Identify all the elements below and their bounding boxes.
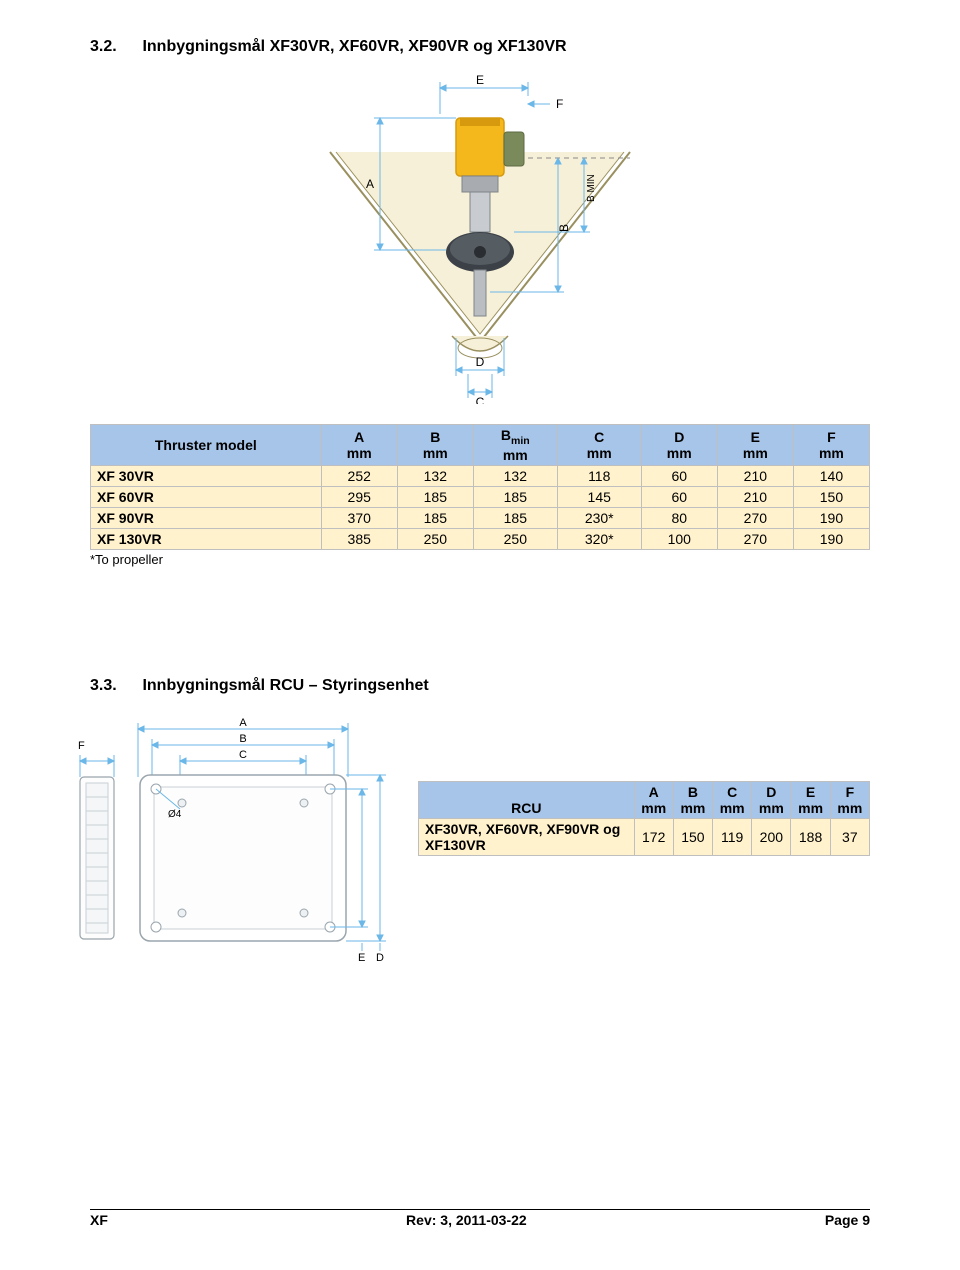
table-header-row: RCU Amm Bmm Cmm Dmm Emm Fmm (419, 781, 870, 818)
th-b: Bmm (673, 781, 712, 818)
svg-text:Ø4: Ø4 (168, 809, 182, 820)
th-c: Cmm (557, 425, 641, 466)
svg-text:F: F (78, 740, 85, 752)
table-row: XF 30VR 252 132 132 118 60 210 140 (91, 465, 870, 486)
th-e: Emm (791, 781, 830, 818)
section-number: 3.3. (90, 677, 138, 695)
th-a: Amm (321, 425, 397, 466)
table-row: XF 90VR 370 185 185 230* 80 270 190 (91, 507, 870, 528)
th-f: Fmm (830, 781, 869, 818)
svg-text:E: E (358, 952, 365, 963)
table-header-row: Thruster model Amm Bmm Bminmm Cmm Dmm Em… (91, 425, 870, 466)
section-3-3: 3.3. Innbygningsmål RCU – Styringsenhet (90, 677, 870, 966)
thruster-svg: E F (310, 74, 650, 404)
section-3-2: 3.2. Innbygningsmål XF30VR, XF60VR, XF90… (90, 38, 870, 567)
dim-a-label: A (366, 177, 374, 191)
page-footer: XF Rev: 3, 2011-03-22 Page 9 (90, 1209, 870, 1228)
footer-left: XF (90, 1212, 108, 1228)
footer-center: Rev: 3, 2011-03-22 (406, 1212, 527, 1228)
th-f: Fmm (793, 425, 869, 466)
svg-text:B: B (239, 733, 246, 745)
th-model: Thruster model (91, 425, 322, 466)
rcu-row-label: XF30VR, XF60VR, XF90VR og XF130VR (419, 818, 635, 855)
table-row: XF30VR, XF60VR, XF90VR og XF130VR 172 15… (419, 818, 870, 855)
dim-d-label: D (476, 355, 485, 369)
footer-right: Page 9 (825, 1212, 870, 1228)
rcu-diagram: A B C (10, 713, 400, 966)
th-a: Amm (634, 781, 673, 818)
thruster-table: Thruster model Amm Bmm Bminmm Cmm Dmm Em… (90, 424, 870, 550)
th-e: Emm (717, 425, 793, 466)
table-row: XF 60VR 295 185 185 145 60 210 150 (91, 486, 870, 507)
rcu-svg: A B C (10, 713, 400, 963)
section-3-2-title: 3.2. Innbygningsmål XF30VR, XF60VR, XF90… (90, 38, 870, 56)
table-row: XF 130VR 385 250 250 320* 100 270 190 (91, 528, 870, 549)
section-number: 3.2. (90, 38, 138, 56)
dim-b-label: B (557, 224, 571, 232)
dim-c-label: C (476, 395, 485, 404)
svg-text:D: D (376, 952, 384, 963)
table-note: *To propeller (90, 552, 870, 567)
section-heading: Innbygningsmål XF30VR, XF60VR, XF90VR og… (142, 38, 566, 55)
dim-bmin-label: B MIN (586, 174, 597, 202)
th-d: Dmm (752, 781, 791, 818)
th-c: Cmm (713, 781, 752, 818)
svg-text:C: C (239, 749, 247, 761)
th-bmin: Bminmm (473, 425, 557, 466)
dim-e-label: E (476, 74, 484, 87)
section-3-3-title: 3.3. Innbygningsmål RCU – Styringsenhet (90, 677, 870, 695)
th-d: Dmm (641, 425, 717, 466)
dim-f-label: F (556, 97, 563, 111)
th-b: Bmm (397, 425, 473, 466)
section-heading: Innbygningsmål RCU – Styringsenhet (142, 677, 428, 694)
th-rcu: RCU (419, 781, 635, 818)
thruster-diagram: E F (90, 74, 870, 404)
svg-text:A: A (239, 717, 247, 729)
rcu-table: RCU Amm Bmm Cmm Dmm Emm Fmm XF30VR, XF60… (418, 781, 870, 856)
